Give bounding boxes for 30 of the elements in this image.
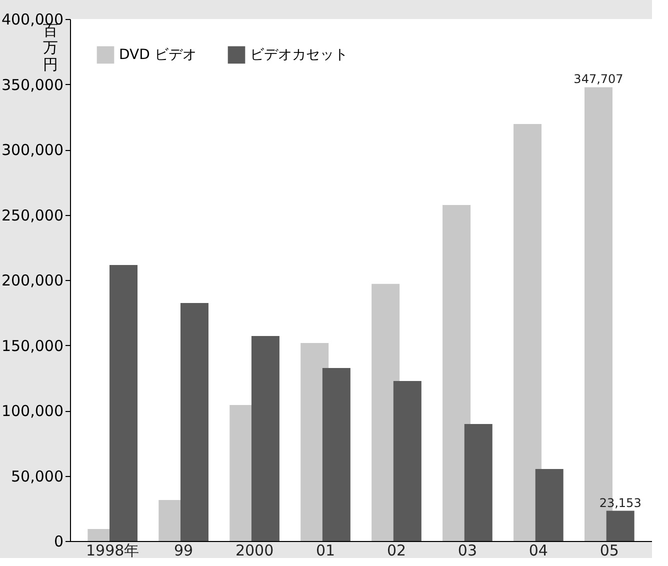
y-tick-label: 100,000 [1,402,64,420]
bar [464,424,492,541]
x-tick-label: 05 [600,542,619,560]
bar [322,368,350,541]
x-tick-label: 03 [458,542,478,560]
bar [442,204,471,541]
x-tick-label: 2000 [235,542,274,560]
y-tick-label: 150,000 [1,336,64,355]
bar [393,381,422,541]
y-tick-label: 0 [54,532,64,550]
bar [606,510,634,541]
legend-label: DVD ビデオ [119,46,196,63]
y-tick-label: 250,000 [1,206,64,224]
y-tick-label: 50,000 [11,467,64,486]
bar [251,336,280,541]
x-tick-label: 02 [386,542,406,560]
bar [535,468,564,541]
legend-label: ビデオカセット [250,46,348,63]
y-tick-label: 300,000 [1,141,64,159]
bar [180,302,208,541]
data-label: 347,707 [574,72,624,86]
x-tick-label: 99 [174,542,194,560]
x-tick-label: 01 [316,542,336,560]
y-tick-label: 350,000 [1,76,64,94]
bar [514,124,542,541]
y-tick-label: 200,000 [1,272,64,290]
x-tick-label: 04 [528,542,548,560]
bar [110,264,138,541]
data-label: 23,153 [599,496,642,510]
x-tick-label: 1998年 [86,542,140,560]
